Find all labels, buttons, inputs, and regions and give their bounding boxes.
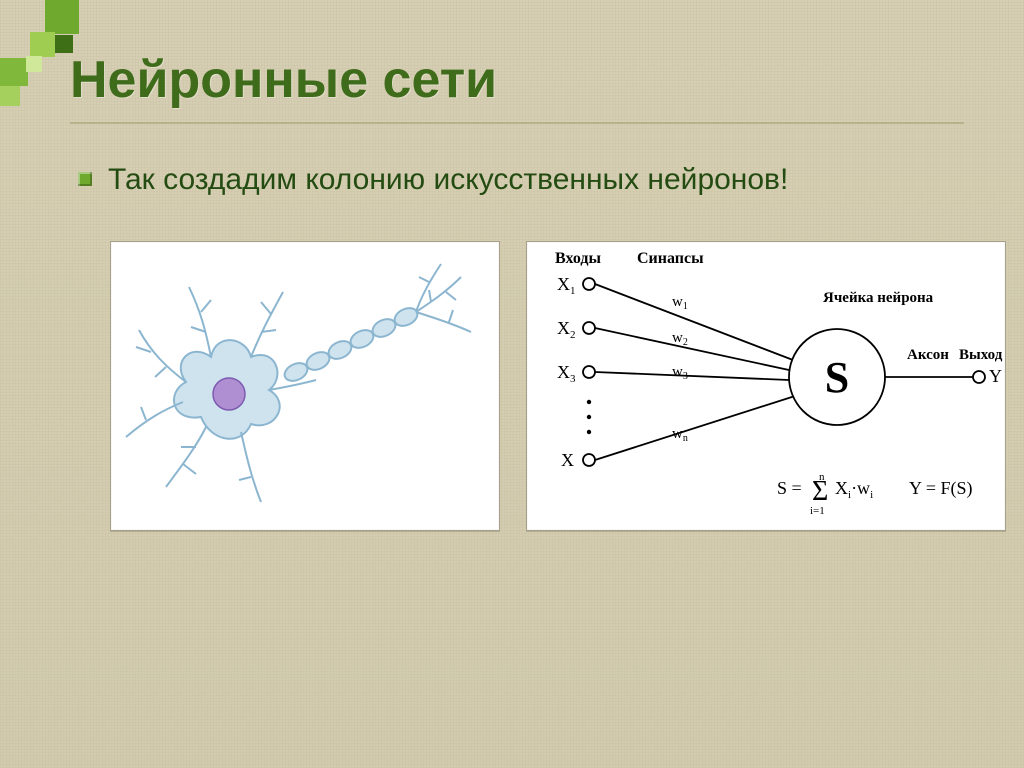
- summator-symbol: S: [825, 353, 849, 402]
- bullet-text: Так создадим колонию искусственных нейро…: [108, 160, 788, 201]
- bullet-marker: [78, 172, 92, 186]
- svg-text:w2: w2: [672, 330, 688, 348]
- biological-neuron-svg: [111, 242, 501, 532]
- label-cell: Ячейка нейрона: [823, 290, 903, 307]
- svg-text:Y = F(S): Y = F(S): [909, 478, 973, 499]
- svg-text:Σ: Σ: [812, 476, 828, 507]
- bullet-row: Так создадим колонию искусственных нейро…: [78, 160, 964, 201]
- svg-text:Xi·wi: Xi·wi: [835, 478, 873, 501]
- svg-text:w1: w1: [672, 294, 688, 312]
- figures-row: Входы Синапсы Ячейка нейрона Аксон Выход: [110, 241, 964, 531]
- label-output: Выход: [959, 347, 1002, 364]
- svg-text:S =: S =: [777, 478, 802, 498]
- svg-text:i=1: i=1: [810, 505, 825, 517]
- svg-text:X: X: [561, 450, 574, 470]
- svg-text:X2: X2: [557, 318, 576, 341]
- svg-text:X3: X3: [557, 362, 576, 385]
- svg-text:wn: wn: [672, 426, 688, 444]
- figure-biological-neuron: [110, 241, 500, 531]
- figure-artificial-neuron: Входы Синапсы Ячейка нейрона Аксон Выход: [526, 241, 1006, 531]
- svg-text:X1: X1: [557, 274, 576, 297]
- artificial-neuron-svg: S X1 X2 X3 X w1 w2 w3 wn Y: [527, 242, 1007, 532]
- label-axon: Аксон: [907, 347, 949, 364]
- svg-text:w3: w3: [672, 364, 688, 382]
- label-synapses: Синапсы: [637, 250, 704, 268]
- slide: Нейронные сети Так создадим колонию иску…: [0, 0, 1024, 768]
- slide-title: Нейронные сети: [70, 50, 964, 124]
- svg-text:Y: Y: [989, 366, 1002, 386]
- label-inputs: Входы: [555, 250, 601, 268]
